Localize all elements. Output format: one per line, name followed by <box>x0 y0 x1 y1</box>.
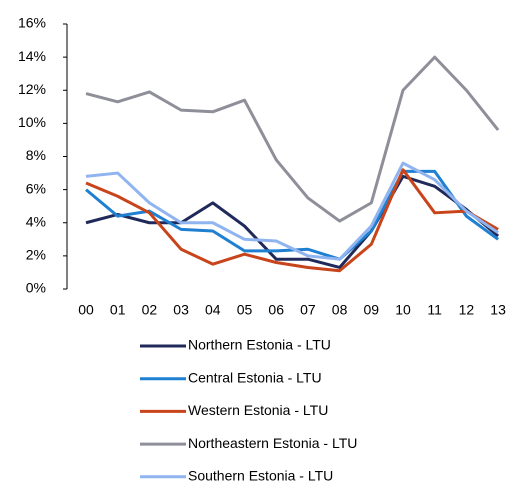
y-tick-label: 12% <box>18 81 46 97</box>
y-tick-label: 4% <box>26 213 46 229</box>
series-line <box>85 161 499 261</box>
x-tick-label: 04 <box>205 302 221 318</box>
y-tick-label: 14% <box>18 48 46 64</box>
x-tick-label: 06 <box>268 302 284 318</box>
y-tick-label: 8% <box>26 147 46 163</box>
legend-label: Southern Estonia - LTU <box>188 468 333 484</box>
series-line <box>85 174 500 269</box>
y-tick-label: 10% <box>18 114 46 130</box>
y-tick-label: 6% <box>26 180 46 196</box>
legend-label: Western Estonia - LTU <box>188 402 328 418</box>
x-tick-label: 08 <box>332 302 348 318</box>
y-tick-label: 16% <box>18 15 46 31</box>
y-tick-label: 2% <box>26 247 46 263</box>
x-tick-label: 13 <box>490 302 506 318</box>
x-tick-label: 02 <box>142 302 158 318</box>
x-tick-label: 09 <box>364 302 380 318</box>
x-tick-label: 11 <box>427 302 442 318</box>
x-tick-label: 03 <box>173 302 189 318</box>
legend-label: Northeastern Estonia - LTU <box>188 435 357 451</box>
x-tick-label: 10 <box>395 302 411 318</box>
y-tick-label: 0% <box>26 280 46 296</box>
series-line <box>85 169 499 261</box>
legend-label: Central Estonia - LTU <box>188 369 322 385</box>
x-tick-label: 05 <box>237 302 253 318</box>
x-tick-label: 01 <box>110 302 126 318</box>
x-tick-label: 00 <box>78 302 94 318</box>
series-line <box>85 55 500 223</box>
x-tick-label: 12 <box>459 302 475 318</box>
x-tick-label: 07 <box>300 302 316 318</box>
legend-label: Northern Estonia - LTU <box>188 337 331 353</box>
series-line <box>85 168 499 273</box>
